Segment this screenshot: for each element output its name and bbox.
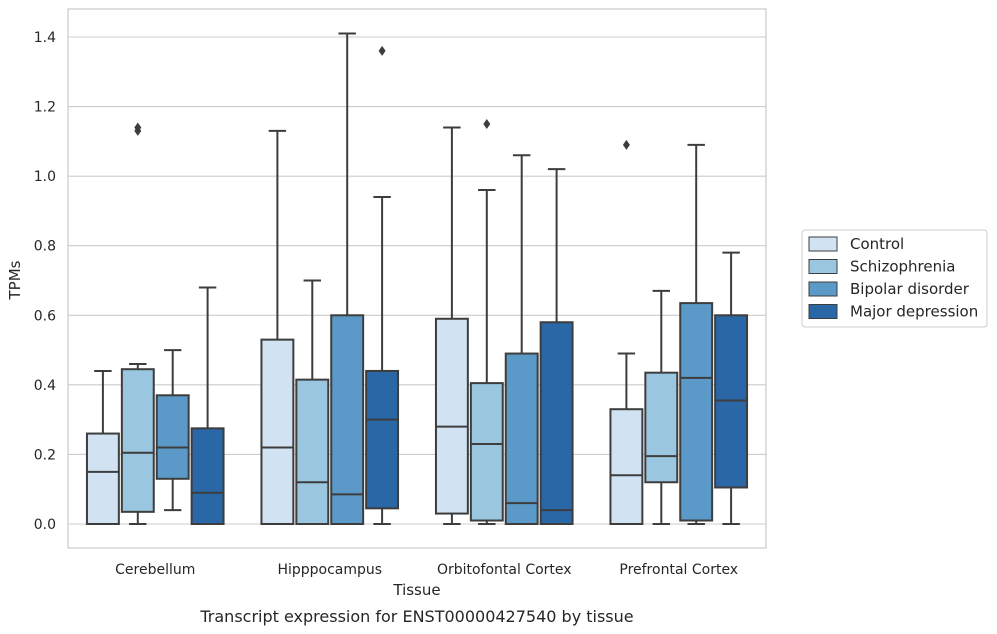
x-tick-label: Cerebellum [115, 562, 195, 578]
box-iqr [190, 427, 225, 526]
box-schizophrenia [295, 279, 330, 525]
box-iqr [330, 314, 365, 525]
legend-label: Major depression [850, 303, 978, 321]
x-tick-label: Hipppocampus [277, 562, 382, 578]
box-bipolar-disorder [330, 32, 365, 525]
y-tick-label: 0.2 [34, 447, 56, 463]
box-iqr [679, 302, 714, 522]
legend-label: Bipolar disorder [850, 280, 970, 298]
box-iqr [644, 371, 679, 484]
box-iqr [365, 369, 400, 510]
legend-swatch [808, 281, 838, 297]
outlier-point [378, 45, 386, 56]
outlier-point [134, 122, 142, 133]
y-axis-label: TPMs [6, 260, 24, 300]
legend: Control Schizophrenia Bipolar disorder Majo… [801, 229, 988, 328]
legend-swatch [808, 304, 838, 319]
box-iqr [120, 368, 155, 513]
box-major-depression [539, 168, 574, 525]
box-iqr [469, 382, 504, 522]
box-series [85, 32, 749, 526]
box-iqr [155, 394, 190, 480]
box-major-depression [190, 286, 225, 526]
box-control [85, 369, 120, 525]
box-bipolar-disorder [504, 154, 539, 525]
y-tick-label: 1.2 [34, 100, 56, 116]
legend-swatch [808, 259, 838, 274]
legend-frame [801, 229, 988, 328]
box-major-depression [365, 45, 400, 525]
y-tick-label: 0.6 [34, 308, 56, 324]
box-schizophrenia [469, 118, 504, 525]
y-tick-label: 0.0 [34, 517, 56, 533]
box-iqr [539, 321, 574, 525]
x-axis-label: Tissue [392, 581, 440, 599]
x-tick-label: Orbitofontal Cortex [437, 562, 572, 578]
box-control [260, 129, 295, 525]
x-axis-ticks: Cerebellum Hipppocampus Orbitofontal Corte… [115, 562, 738, 578]
box-schizophrenia [644, 289, 679, 525]
y-axis-ticks: 0.0 0.2 0.4 0.6 0.8 1.0 1.2 1.4 [34, 30, 56, 533]
legend-swatch [808, 236, 838, 252]
box-control [434, 126, 469, 525]
box-control [609, 139, 644, 526]
legend-items: Control Schizophrenia Bipolar disorder Majo… [808, 235, 978, 321]
box-iqr [295, 378, 330, 525]
x-tick-label: Prefrontal Cortex [619, 562, 738, 578]
box-iqr [504, 352, 539, 525]
legend-label: Control [850, 235, 904, 253]
y-tick-label: 1.4 [34, 30, 56, 46]
plot-area-frame [67, 8, 767, 549]
box-bipolar-disorder [679, 143, 714, 525]
box-major-depression [714, 251, 749, 525]
outlier-point [483, 118, 491, 129]
chart-caption: Transcript expression for ENST0000042754… [199, 607, 633, 626]
legend-label: Schizophrenia [850, 258, 955, 276]
box-bipolar-disorder [155, 349, 190, 512]
y-tick-label: 0.4 [34, 378, 56, 394]
outlier-point [622, 139, 630, 150]
box-iqr [609, 408, 644, 526]
y-tick-label: 1.0 [34, 169, 56, 185]
box-iqr [434, 317, 469, 515]
box-schizophrenia [120, 122, 155, 525]
box-iqr [260, 338, 295, 525]
box-iqr [85, 432, 120, 525]
y-tick-label: 0.8 [34, 239, 56, 255]
